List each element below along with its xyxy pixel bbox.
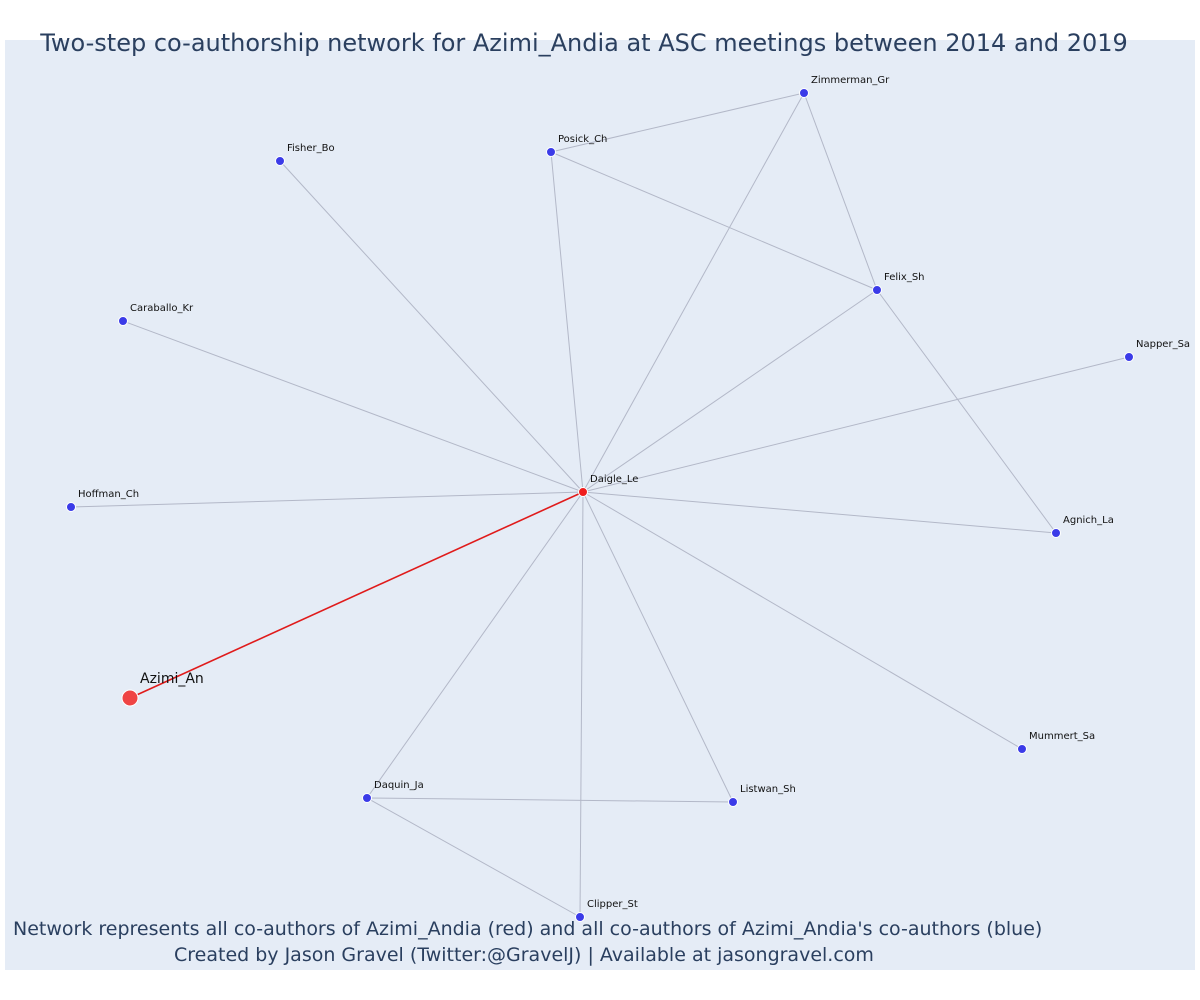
edge-Felix_Sh-Agnich_La bbox=[876, 289, 1057, 534]
node-label-Azimi_An: Azimi_An bbox=[140, 671, 204, 687]
node-Agnich_La[interactable] bbox=[1051, 528, 1061, 538]
node-Clipper_St[interactable] bbox=[575, 912, 585, 922]
edge-Daigle_Le-Posick_Ch bbox=[550, 151, 584, 493]
edge-Daigle_Le-Felix_Sh bbox=[582, 289, 878, 493]
node-Mummert_Sa[interactable] bbox=[1017, 744, 1027, 754]
edge-Daigle_Le-Fisher_Bo bbox=[279, 160, 584, 493]
plot-area bbox=[5, 40, 1195, 970]
node-label-Hoffman_Ch: Hoffman_Ch bbox=[78, 489, 139, 500]
node-Daigle_Le[interactable] bbox=[578, 487, 588, 497]
caption-line-1: Network represents all co-authors of Azi… bbox=[13, 918, 1043, 940]
node-Felix_Sh[interactable] bbox=[872, 285, 882, 295]
edge-Daquin_Ja-Listwan_Sh bbox=[366, 797, 734, 803]
edge-Daigle_Le-Caraballo_Kr bbox=[122, 320, 584, 493]
node-Zimmerman_Gr[interactable] bbox=[799, 88, 809, 98]
node-Hoffman_Ch[interactable] bbox=[66, 502, 76, 512]
node-Daquin_Ja[interactable] bbox=[362, 793, 372, 803]
nodes-layer bbox=[66, 88, 1134, 922]
edge-Daigle_Le-Hoffman_Ch bbox=[70, 491, 584, 508]
node-label-Fisher_Bo: Fisher_Bo bbox=[287, 143, 335, 154]
edge-Daigle_Le-Mummert_Sa bbox=[582, 491, 1023, 750]
node-label-Napper_Sa: Napper_Sa bbox=[1136, 339, 1190, 350]
edge-Posick_Ch-Felix_Sh bbox=[550, 151, 878, 291]
edge-Daigle_Le-Clipper_St bbox=[579, 491, 584, 918]
node-label-Mummert_Sa: Mummert_Sa bbox=[1029, 731, 1095, 742]
node-Napper_Sa[interactable] bbox=[1124, 352, 1134, 362]
chart-title: Two-step co-authorship network for Azimi… bbox=[40, 29, 1128, 57]
node-label-Daquin_Ja: Daquin_Ja bbox=[374, 780, 424, 791]
node-label-Caraballo_Kr: Caraballo_Kr bbox=[130, 303, 194, 314]
node-Posick_Ch[interactable] bbox=[546, 147, 556, 157]
edge-Daigle_Le-Agnich_La bbox=[582, 491, 1057, 534]
labels-layer: Azimi_An Daigle_Le Zimmerman_Gr Posick_Ch Fi… bbox=[78, 75, 1190, 910]
node-Fisher_Bo[interactable] bbox=[275, 156, 285, 166]
edge-Daigle_Le-Daquin_Ja bbox=[366, 491, 584, 799]
node-Caraballo_Kr[interactable] bbox=[118, 316, 128, 326]
edge-Azimi_An-Daigle_Le bbox=[129, 491, 584, 699]
node-Listwan_Sh[interactable] bbox=[728, 797, 738, 807]
node-label-Zimmerman_Gr: Zimmerman_Gr bbox=[811, 75, 890, 86]
caption-line-2: Created by Jason Gravel (Twitter:@Gravel… bbox=[174, 944, 874, 966]
node-label-Posick_Ch: Posick_Ch bbox=[558, 134, 607, 145]
node-label-Listwan_Sh: Listwan_Sh bbox=[740, 784, 796, 795]
node-Azimi_An[interactable] bbox=[121, 689, 139, 707]
node-label-Felix_Sh: Felix_Sh bbox=[884, 272, 925, 283]
node-label-Agnich_La: Agnich_La bbox=[1063, 515, 1114, 526]
edge-Posick_Ch-Zimmerman_Gr bbox=[550, 92, 805, 153]
edge-Zimmerman_Gr-Felix_Sh bbox=[803, 92, 878, 291]
edge-Daigle_Le-Zimmerman_Gr bbox=[582, 92, 805, 493]
node-label-Clipper_St: Clipper_St bbox=[587, 899, 638, 910]
edge-Daquin_Ja-Clipper_St bbox=[366, 797, 581, 918]
edge-Daigle_Le-Napper_Sa bbox=[582, 356, 1130, 493]
node-label-Daigle_Le: Daigle_Le bbox=[590, 474, 638, 485]
edge-Daigle_Le-Listwan_Sh bbox=[582, 491, 734, 803]
edges-layer bbox=[70, 92, 1130, 918]
